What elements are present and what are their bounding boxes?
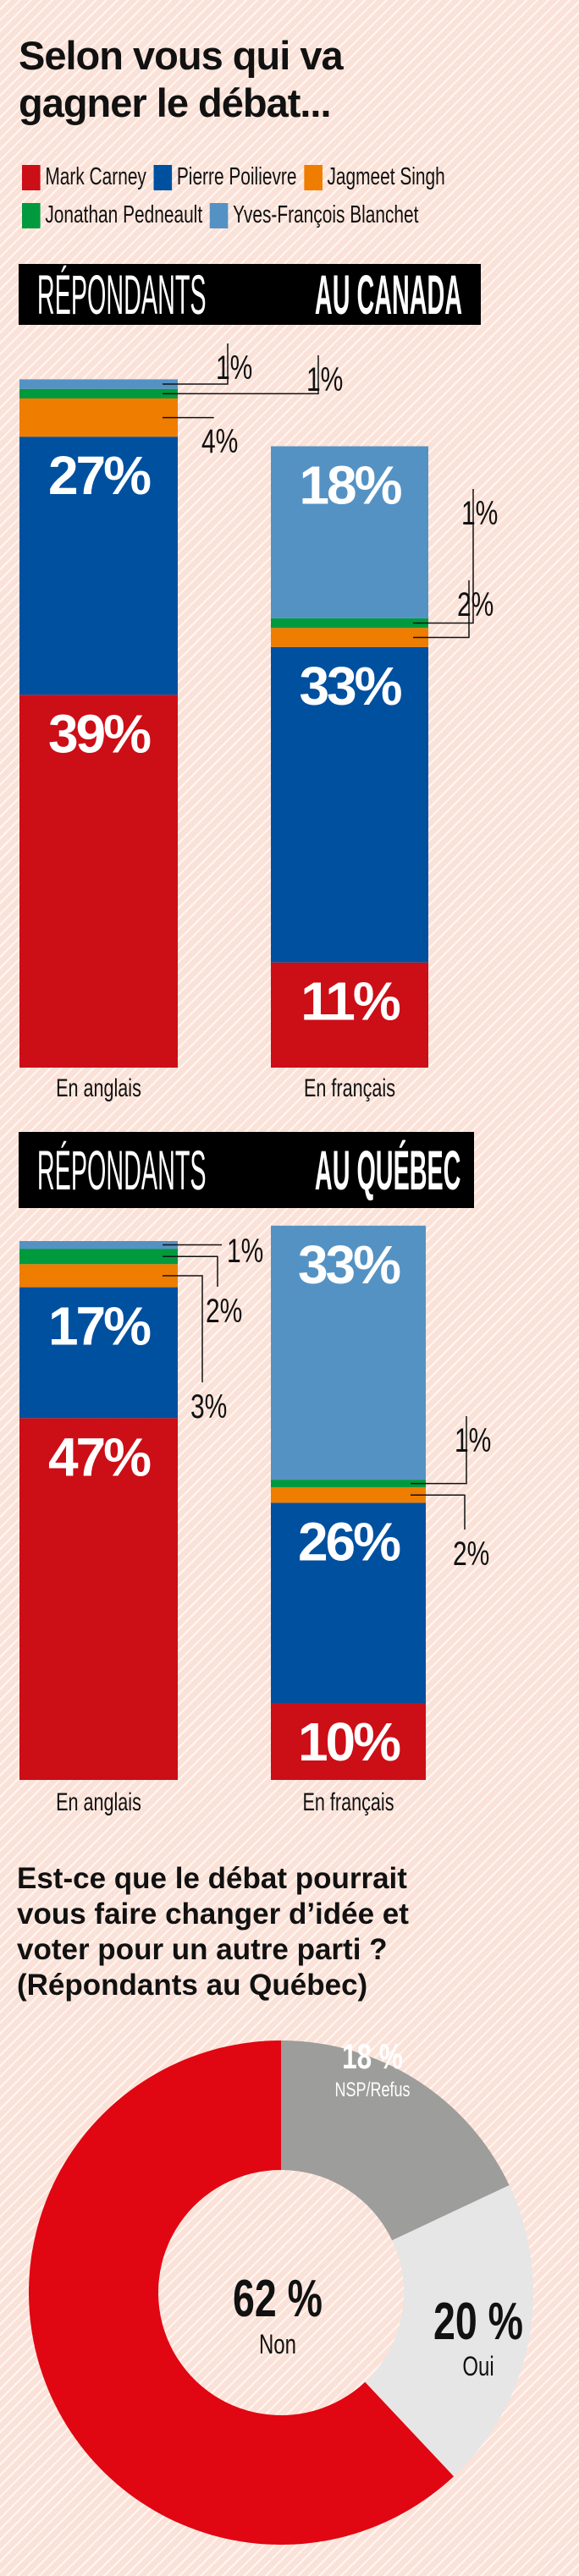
category-label: En anglais	[56, 1073, 141, 1101]
header-light: RÉPONDANTS	[36, 1139, 207, 1201]
legend-row: Jonathan Pedneault Yves-François Blanche…	[22, 201, 422, 229]
section-header-canada: RÉPONDANTS AU CANADA	[19, 264, 481, 325]
bar-segment	[271, 1703, 426, 1780]
category-label: En français	[302, 1787, 394, 1815]
bar-value-label: 39%	[48, 703, 151, 764]
donut-value-label: 20 %	[433, 2291, 523, 2350]
donut-slice	[28, 2040, 454, 2545]
bar-segment	[19, 398, 178, 437]
bar-value-label: 18%	[299, 455, 401, 516]
bar-segment	[271, 1225, 426, 1480]
category-label: En anglais	[56, 1787, 141, 1815]
bar-segment	[19, 1418, 178, 1780]
donut-category-label: Oui	[462, 2351, 494, 2381]
legend-label: Yves-François Blanchet	[233, 201, 419, 228]
legend-swatch-poilievre	[153, 164, 173, 190]
category-label: En français	[304, 1073, 395, 1101]
legend-label: Jonathan Pedneault	[45, 201, 203, 228]
header-bold: AU QUÉBEC	[314, 1139, 461, 1201]
title-line: Selon vous qui va	[19, 33, 344, 78]
bar-segment	[271, 628, 428, 647]
bar-segment	[271, 446, 428, 618]
bar-segment	[19, 437, 178, 695]
donut-title-line: vous faire changer d’idée et	[17, 1898, 409, 1931]
bar-value-label: 33%	[298, 1234, 400, 1295]
bar-segment	[19, 1249, 178, 1265]
leader-line	[411, 1416, 467, 1485]
leader-line	[413, 489, 474, 624]
bar-callout-label: 1%	[455, 1422, 491, 1459]
leader-line	[413, 580, 470, 639]
leader-line	[411, 1494, 466, 1530]
bar-callout-label: 3%	[190, 1388, 227, 1425]
bar-segment	[271, 962, 428, 1068]
donut-value-label: 62 %	[233, 2268, 323, 2327]
legend-swatch-pedneault	[22, 202, 41, 228]
bar-value-label: 17%	[48, 1296, 151, 1357]
bar-callout-label: 1%	[461, 495, 498, 532]
donut-value-label: 18 %	[342, 2036, 403, 2077]
bar-value-label: 33%	[299, 656, 401, 717]
bar-callout-label: 1%	[227, 1233, 263, 1270]
bar-callout-label: 2%	[453, 1535, 489, 1573]
bar-value-label: 10%	[298, 1711, 400, 1772]
legend-label: Jagmeet Singh	[327, 163, 445, 190]
leader-line	[163, 355, 319, 395]
header-light: RÉPONDANTS	[36, 264, 207, 325]
bar-segment	[19, 695, 178, 1068]
leader-line	[163, 1255, 218, 1287]
bar-segment	[271, 1487, 426, 1503]
bar-segment	[271, 646, 428, 963]
bar-callout-label: 2%	[206, 1293, 242, 1330]
bar-segment	[271, 1480, 426, 1488]
legend-label: Pierre Poilievre	[176, 163, 297, 190]
bar-value-label: 27%	[48, 445, 151, 506]
leader-line	[163, 1275, 203, 1382]
leader-line	[163, 416, 214, 419]
donut-title-line: (Répondants au Québec)	[17, 1969, 368, 2002]
leader-line	[163, 343, 229, 385]
bar-segment	[19, 388, 178, 398]
legend-label: Mark Carney	[45, 163, 146, 190]
bar-segment	[271, 1502, 426, 1703]
donut-slice	[365, 2185, 533, 2477]
donut-category-label: Non	[259, 2329, 296, 2359]
donut-category-label: NSP/Refus	[334, 2079, 410, 2101]
section-header-quebec: RÉPONDANTS AU QUÉBEC	[19, 1132, 474, 1208]
bar-segment	[19, 379, 178, 389]
bar-value-label: 26%	[298, 1511, 400, 1572]
legend-swatch-blanchet	[209, 202, 229, 228]
page-title: Selon vous qui va gagner le débat...	[19, 32, 344, 127]
legend-row: Mark Carney Pierre Poilievre Jagmeet Sin…	[22, 163, 449, 191]
bar-callout-label: 1%	[216, 349, 252, 387]
header-bold: AU CANADA	[314, 264, 462, 325]
legend-swatch-carney	[22, 164, 41, 190]
bar-segment	[19, 1287, 178, 1419]
legend-swatch-singh	[304, 164, 323, 190]
bar-callout-label: 4%	[201, 423, 238, 460]
bar-callout-label: 2%	[457, 586, 494, 623]
donut-title-line: voter pour un autre parti ?	[17, 1933, 388, 1966]
bar-value-label: 47%	[48, 1426, 151, 1487]
bar-value-label: 11%	[301, 971, 400, 1032]
bar-segment	[19, 1264, 178, 1288]
title-line: gagner le débat...	[19, 80, 332, 125]
bar-callout-label: 1%	[306, 361, 343, 398]
bar-segment	[271, 618, 428, 629]
donut-slice	[281, 2040, 510, 2241]
donut-title-line: Est-ce que le débat pourrait	[17, 1862, 407, 1895]
bar-segment	[19, 1241, 178, 1250]
donut-title: Est-ce que le débat pourrait vous faire …	[17, 1861, 409, 2003]
